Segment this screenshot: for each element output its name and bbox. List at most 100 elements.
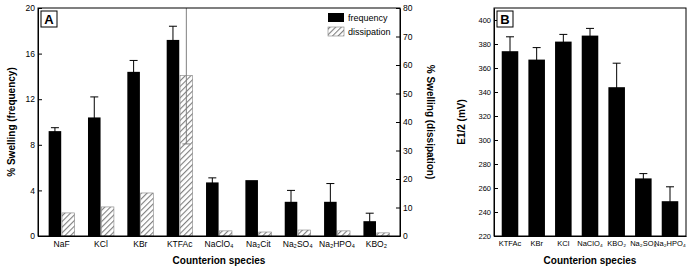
tick: 20	[26, 3, 42, 13]
tick-label: Na₂SO₄	[630, 239, 656, 248]
error-cap	[559, 34, 567, 35]
error-bar	[533, 48, 541, 72]
error-cap	[90, 96, 98, 97]
tick-label: 30	[403, 146, 413, 156]
plot-frame	[494, 8, 686, 236]
tick: 4	[30, 186, 42, 196]
bar	[167, 40, 180, 236]
legend-swatch	[328, 27, 344, 36]
bar	[337, 231, 350, 236]
error-bar	[506, 37, 514, 66]
error-cap	[666, 215, 674, 216]
error-line	[670, 187, 671, 216]
tick-label: 20	[403, 174, 413, 184]
tick-label: 50	[403, 89, 413, 99]
tick-mark	[38, 99, 42, 100]
tick-label: 20	[26, 3, 36, 13]
error-cap	[639, 173, 647, 174]
tick-mark	[494, 116, 498, 117]
tick-label: 360	[478, 64, 491, 73]
bar	[582, 36, 599, 236]
tick-label: 260	[478, 184, 491, 193]
tick-label: NaF	[54, 239, 70, 249]
bar	[49, 131, 62, 236]
error-cap	[533, 71, 541, 72]
error-bar	[559, 34, 567, 48]
error-cap	[559, 48, 567, 49]
series	[49, 26, 376, 236]
tick-mark	[38, 54, 42, 55]
tick-mark	[494, 92, 498, 93]
panel: 04812162001020304050607080NaFKClKBrKTFAc…	[6, 3, 437, 266]
tick-mark	[38, 190, 42, 191]
error-bar	[51, 128, 59, 135]
error-line	[643, 174, 644, 184]
bar	[206, 182, 219, 236]
tick-label: KCl	[557, 239, 569, 248]
tick-label: 220	[478, 232, 491, 241]
tick: 8	[30, 140, 42, 150]
error-cap	[51, 127, 59, 128]
error-cap	[90, 137, 98, 138]
error-bar	[182, 8, 190, 144]
error-bar	[130, 60, 138, 83]
tick-label: 380	[478, 40, 491, 49]
error-line	[54, 128, 55, 135]
tick-label: 8	[30, 140, 35, 150]
tick: 320	[478, 112, 498, 121]
tick-label: KBr	[133, 239, 147, 249]
title-box	[497, 11, 513, 27]
plot-marks	[502, 28, 679, 236]
tick: NaClO₄	[205, 236, 235, 249]
error-line	[94, 97, 95, 138]
tick-label: 320	[478, 112, 491, 121]
tick: Na₃Cit	[246, 236, 271, 249]
legend: frequency dissipation	[328, 13, 391, 37]
error-line	[510, 37, 511, 66]
tick-label: 400	[478, 16, 491, 25]
tick: 280	[478, 160, 498, 169]
y2-axis-title: % Swelling (dissipation)	[425, 65, 436, 179]
tick-mark	[494, 140, 498, 141]
error-cap	[51, 134, 59, 135]
tick: 16	[26, 49, 42, 59]
error-cap	[533, 47, 541, 48]
tick-label: 300	[478, 136, 491, 145]
bar	[502, 51, 519, 236]
error-cap	[586, 28, 594, 29]
tick-mark	[38, 145, 42, 146]
tick-label: KBr	[530, 239, 543, 248]
tick-label: KBO₂	[607, 239, 626, 248]
series	[502, 28, 679, 236]
tick: NaF	[54, 236, 70, 249]
tick-mark	[494, 68, 498, 69]
tick-label: KCl	[94, 239, 108, 249]
tick-label: 70	[403, 32, 413, 42]
tick: 20	[396, 174, 413, 184]
error-line	[369, 213, 370, 229]
bar	[141, 193, 154, 236]
tick: 260	[478, 184, 498, 193]
error-cap	[366, 229, 374, 230]
error-cap	[130, 60, 138, 61]
error-bar	[326, 184, 334, 220]
axis-line	[39, 236, 401, 237]
legend-label: frequency	[348, 13, 388, 23]
bar	[219, 231, 232, 236]
plot-marks	[49, 8, 390, 236]
tick-mark	[396, 65, 400, 66]
bar	[528, 60, 545, 236]
error-bar	[666, 187, 674, 216]
bar	[298, 230, 311, 236]
axis: 220240260280300320340360380400	[478, 9, 498, 241]
legend-label: dissipation	[348, 27, 391, 37]
error-bar	[613, 63, 621, 111]
bar	[62, 213, 75, 236]
tick-mark	[396, 8, 400, 9]
error-cap	[639, 183, 647, 184]
bar	[245, 180, 258, 236]
error-bar	[169, 26, 177, 53]
tick-mark	[494, 212, 498, 213]
bar	[259, 232, 272, 236]
title: A	[44, 12, 54, 27]
